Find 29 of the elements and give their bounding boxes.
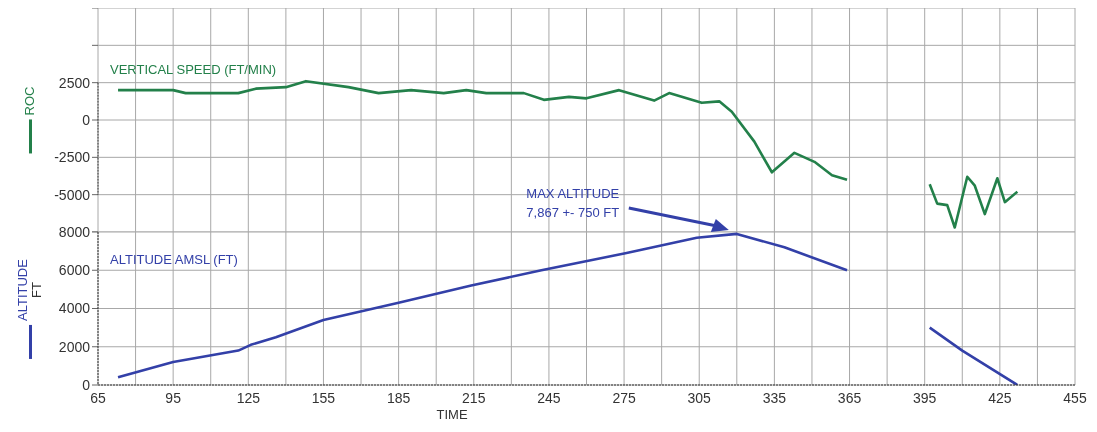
y-tick-label: -2500 xyxy=(54,149,91,166)
series-label: VERTICAL SPEED (FT/MIN) xyxy=(110,62,277,77)
x-tick-label: 455 xyxy=(1063,389,1087,406)
annotation: MAX ALTITUDE 7,867 +- 750 FT xyxy=(525,184,621,222)
y-tick-label: 2500 xyxy=(58,74,91,91)
text: ALTITUDE AMSL (FT) xyxy=(110,252,238,267)
x-tick-label: 215 xyxy=(462,389,486,406)
x-axis-title: TIME xyxy=(436,407,468,422)
x-tick-label: 425 xyxy=(988,389,1012,406)
x-tick-label: 185 xyxy=(386,389,411,406)
x-tick-label: 395 xyxy=(913,389,937,406)
y-tick-label: -5000 xyxy=(54,186,91,203)
y-axis-title: ALTITUDE FT xyxy=(15,258,44,321)
x-tick-label: 275 xyxy=(612,389,636,406)
y-tick-label: 8000 xyxy=(58,223,91,240)
x-tick-label: 245 xyxy=(537,389,561,406)
y-tick-label: 0 xyxy=(82,111,91,128)
x-tick-label: 95 xyxy=(165,389,182,406)
x-tick-label: 155 xyxy=(311,389,336,406)
y-tick-label: 2000 xyxy=(58,338,91,355)
x-tick-label: 125 xyxy=(236,389,261,406)
y-axis-title: ROC xyxy=(22,86,37,116)
x-tick-label: 365 xyxy=(837,389,862,406)
x-tick-label: 335 xyxy=(762,389,787,406)
x-tick-label: 305 xyxy=(687,389,712,406)
y-tick-label: 6000 xyxy=(58,262,91,279)
x-tick-label: 65 xyxy=(90,389,106,406)
y-tick-label: 0 xyxy=(82,376,91,393)
y-tick-label: 4000 xyxy=(58,300,91,317)
